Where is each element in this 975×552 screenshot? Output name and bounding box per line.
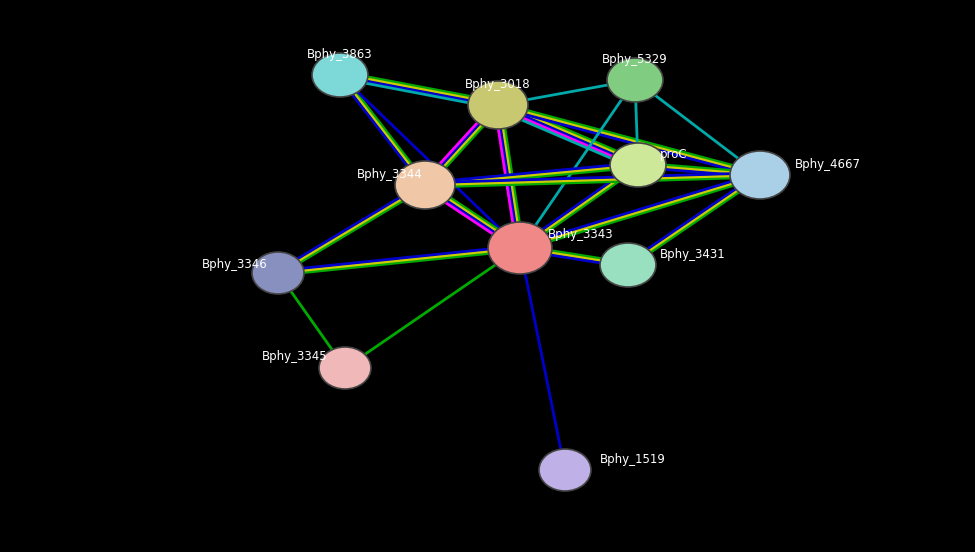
Ellipse shape	[730, 151, 790, 199]
Text: Bphy_3343: Bphy_3343	[548, 228, 613, 241]
Ellipse shape	[610, 143, 666, 187]
Ellipse shape	[468, 81, 528, 129]
Ellipse shape	[600, 243, 656, 287]
Text: Bphy_3018: Bphy_3018	[465, 78, 530, 91]
Ellipse shape	[488, 222, 552, 274]
Text: Bphy_3345: Bphy_3345	[262, 350, 328, 363]
Text: proC: proC	[660, 148, 687, 161]
Ellipse shape	[319, 347, 371, 389]
Text: Bphy_3431: Bphy_3431	[660, 248, 725, 261]
Ellipse shape	[607, 58, 663, 102]
Ellipse shape	[312, 53, 368, 97]
Ellipse shape	[252, 252, 304, 294]
Text: Bphy_3344: Bphy_3344	[357, 168, 423, 181]
Text: Bphy_5329: Bphy_5329	[603, 53, 668, 66]
Ellipse shape	[395, 161, 455, 209]
Text: Bphy_4667: Bphy_4667	[795, 158, 861, 171]
Ellipse shape	[539, 449, 591, 491]
Text: Bphy_3863: Bphy_3863	[307, 48, 372, 61]
Text: Bphy_3346: Bphy_3346	[202, 258, 268, 271]
Text: Bphy_1519: Bphy_1519	[600, 453, 666, 466]
